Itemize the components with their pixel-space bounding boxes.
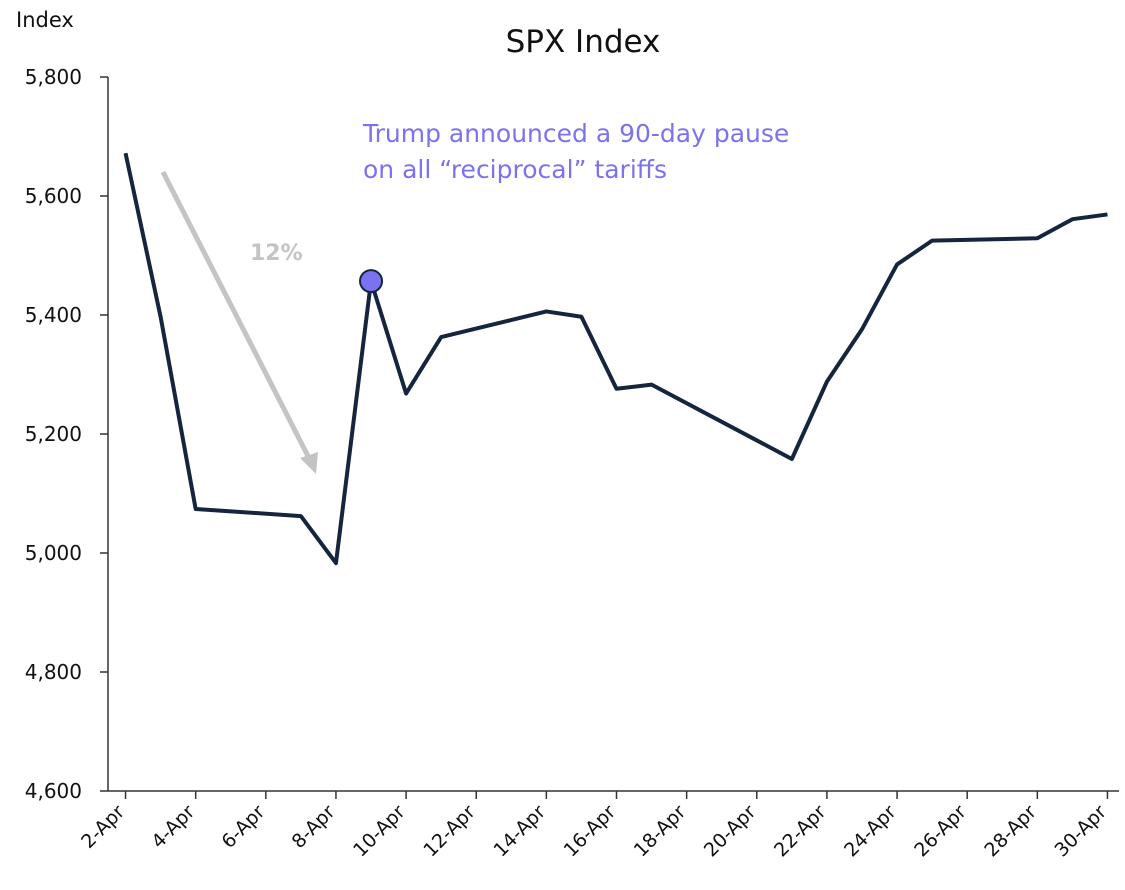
x-tick-label: 2-Apr: [77, 801, 129, 853]
highlight-point: [359, 269, 384, 294]
annotation: Trump announced a 90-day pause: [362, 119, 789, 148]
x-tick-label: 24-Apr: [840, 801, 901, 862]
x-tick-label: 10-Apr: [349, 801, 410, 862]
y-tick-label: 5,800: [25, 65, 82, 89]
series-line: [123, 152, 1108, 566]
arrow-head: [300, 452, 318, 474]
x-tick-label: 4-Apr: [147, 801, 199, 853]
x-tick-label: 18-Apr: [630, 801, 691, 862]
x-tick-label: 14-Apr: [489, 801, 550, 862]
y-tick-label: 5,200: [25, 422, 82, 446]
x-tick-label: 12-Apr: [419, 801, 480, 862]
y-tick-label: 5,400: [25, 303, 82, 327]
x-tick-label: 16-Apr: [560, 801, 621, 862]
y-tick-label: 5,000: [25, 541, 82, 565]
arrow: [160, 170, 313, 462]
x-tick-label: 22-Apr: [770, 801, 831, 862]
x-tick-label: 30-Apr: [1051, 801, 1112, 862]
y-axis-label: Index: [16, 8, 74, 32]
y-tick-label: 4,800: [25, 660, 82, 684]
x-tick-label: 20-Apr: [700, 801, 761, 862]
y-tick-label: 5,600: [25, 184, 82, 208]
y-tick-label: 4,600: [25, 779, 82, 803]
x-tick-label: 28-Apr: [980, 801, 1041, 862]
x-tick-label: 8-Apr: [288, 801, 340, 853]
x-tick-label: 6-Apr: [217, 801, 269, 853]
annotation: on all “reciprocal” tariffs: [363, 155, 667, 184]
arrow-label: 12%: [250, 241, 303, 266]
chart-title: SPX Index: [506, 24, 661, 60]
x-tick-label: 26-Apr: [910, 801, 971, 862]
